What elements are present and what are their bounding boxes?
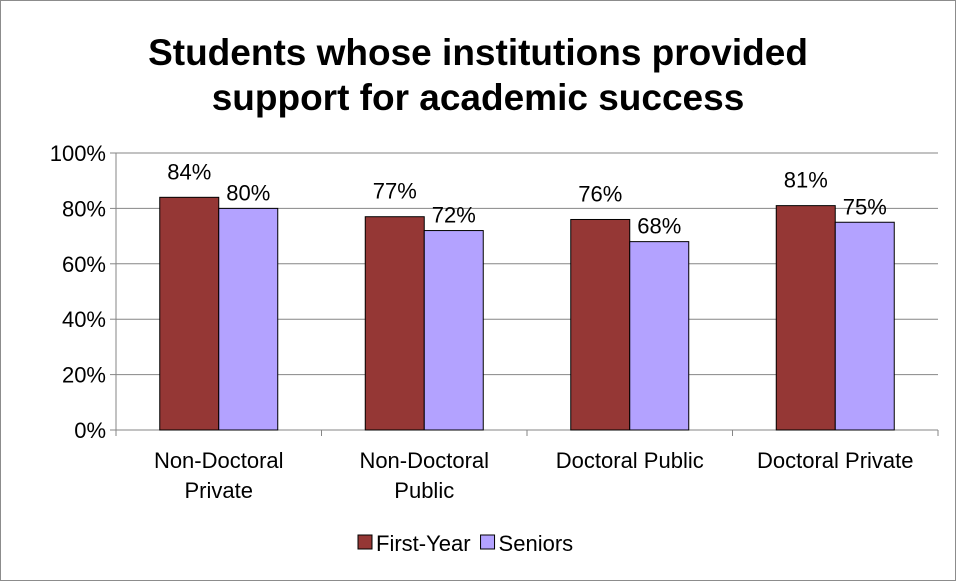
y-tick-label: 40% [62, 307, 106, 332]
data-label: 68% [637, 214, 681, 239]
bar [776, 206, 835, 430]
legend-label: Seniors [499, 531, 574, 556]
x-category-label: Doctoral Public [556, 448, 704, 473]
x-category-label: Doctoral Private [757, 448, 914, 473]
x-category-label: Non-Doctoral [154, 448, 284, 473]
bar [160, 197, 219, 430]
legend-swatch [358, 535, 372, 549]
data-label: 72% [432, 203, 476, 228]
y-tick-label: 60% [62, 252, 106, 277]
x-category-label: Non-Doctoral [359, 448, 489, 473]
bar [365, 217, 424, 430]
data-label: 84% [167, 159, 211, 184]
data-label: 75% [843, 194, 887, 219]
x-category-label: Public [394, 478, 454, 503]
y-tick-label: 100% [50, 141, 106, 166]
data-label: 76% [578, 181, 622, 206]
y-tick-label: 80% [62, 196, 106, 221]
bar [571, 219, 630, 430]
bar [630, 242, 689, 430]
x-category-label: Private [185, 478, 253, 503]
data-label: 81% [784, 168, 828, 193]
y-tick-label: 20% [62, 363, 106, 388]
y-tick-label: 0% [74, 418, 106, 443]
bar [835, 222, 894, 430]
legend-swatch [481, 535, 495, 549]
data-label: 80% [226, 180, 270, 205]
bar [424, 231, 483, 430]
legend-label: First-Year [376, 531, 471, 556]
data-label: 77% [373, 179, 417, 204]
bar [219, 208, 278, 430]
